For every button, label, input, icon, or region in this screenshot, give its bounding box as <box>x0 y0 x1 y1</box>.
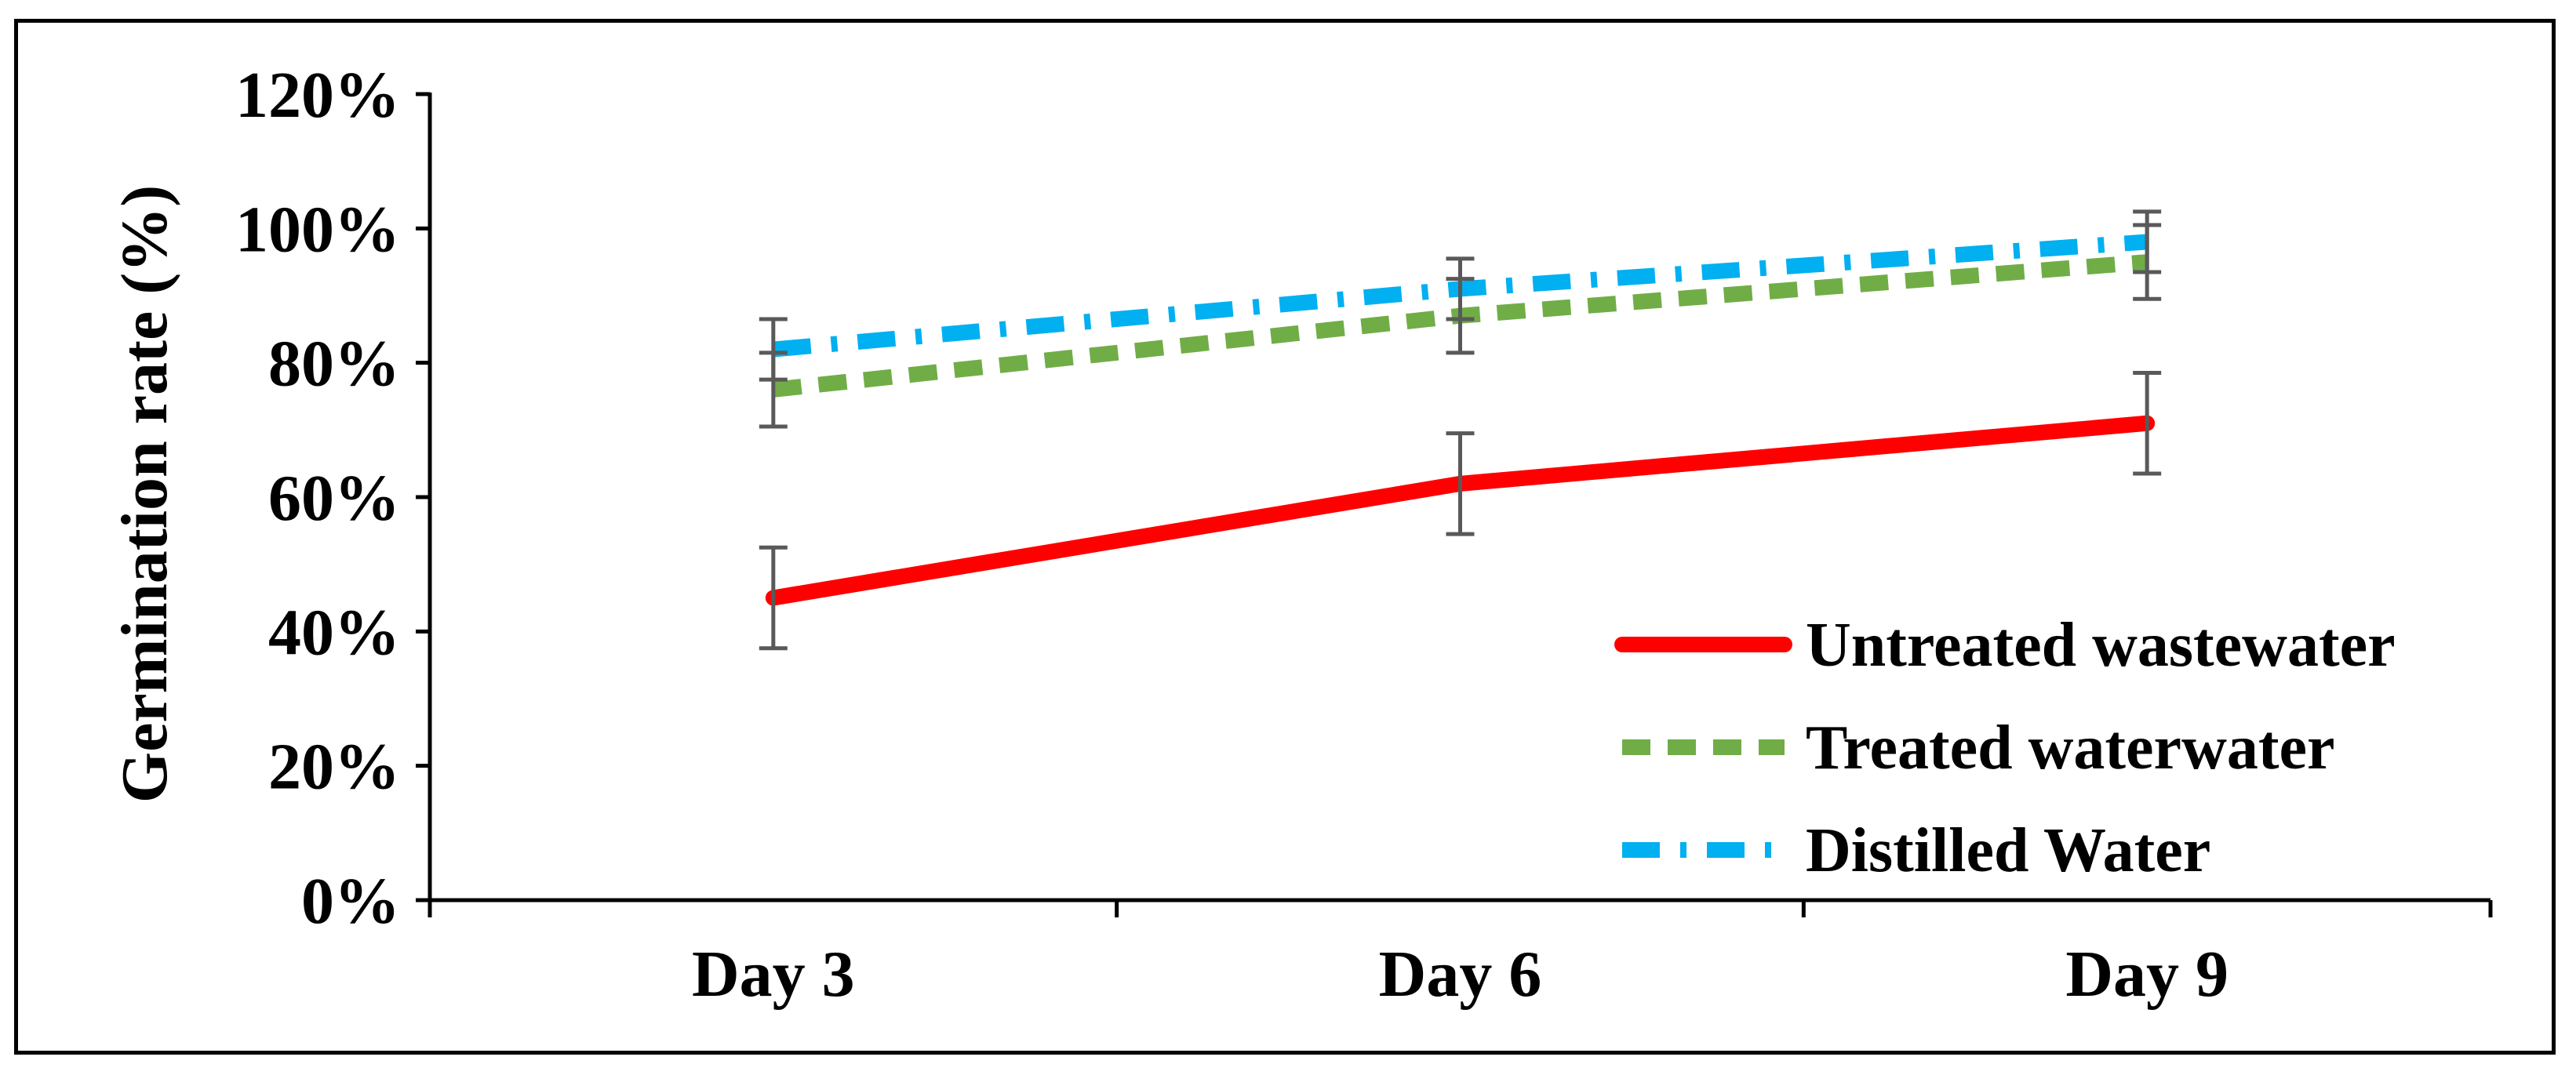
x-tick-label: Day 6 <box>1379 938 1542 1011</box>
legend: Untreated wastewater Treated waterwater Di… <box>1614 611 2396 885</box>
x-tick-label: Day 3 <box>692 938 855 1011</box>
chart-frame <box>14 19 2556 1055</box>
y-tick-label: 120% <box>235 59 400 132</box>
legend-label-0: Untreated wastewater <box>1806 611 2396 680</box>
legend-label-1: Treated waterwater <box>1806 714 2335 783</box>
y-tick-label: 0% <box>301 865 400 938</box>
y-axis-title: Germination rate (%) <box>108 185 181 803</box>
x-axis-ticks: Day 3 Day 6 Day 9 <box>428 900 2493 1011</box>
y-tick-label: 60% <box>268 462 400 535</box>
x-tick-label: Day 9 <box>2065 938 2229 1011</box>
y-tick-label: 40% <box>268 596 400 669</box>
y-tick-label: 20% <box>268 731 400 804</box>
error-bars <box>759 209 2162 651</box>
y-axis-ticks: 0% 20% 40% 60% 80% 100% 120% <box>235 59 430 938</box>
y-tick-label: 80% <box>268 328 400 401</box>
y-tick-label: 100% <box>235 193 400 266</box>
legend-label-2: Distilled Water <box>1806 816 2210 885</box>
